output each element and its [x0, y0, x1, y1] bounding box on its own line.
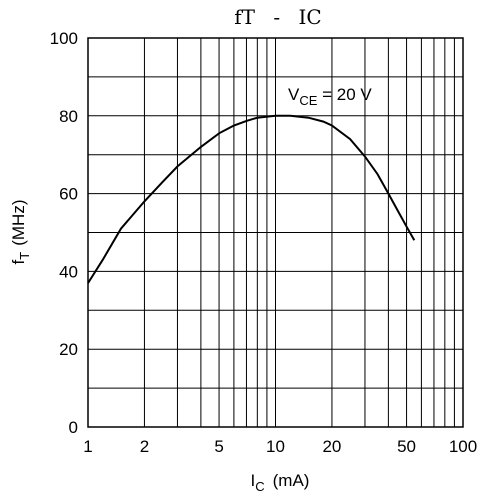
x-tick-label: 50 — [397, 437, 416, 456]
x-tick-label: 1 — [83, 437, 92, 456]
y-tick-label: 60 — [59, 185, 78, 204]
vce-annotation: VCE = 20 V — [288, 85, 372, 108]
title-sub: IC — [299, 5, 322, 29]
chart-title: fT - IC — [234, 5, 321, 29]
x-tick-label: 2 — [140, 437, 149, 456]
tick-labels: 1 2 5 10 20 50 100 0 20 40 60 80 100 — [50, 29, 478, 456]
y-tick-label: 100 — [50, 29, 78, 48]
title-dash: - — [273, 5, 280, 29]
y-tick-label: 0 — [69, 418, 78, 437]
y-tick-label: 40 — [59, 262, 78, 281]
title-main: fT — [234, 5, 255, 29]
plot-frame — [87, 37, 464, 428]
x-tick-label: 10 — [266, 437, 285, 456]
y-tick-label: 80 — [59, 107, 78, 126]
x-tick-label: 20 — [322, 437, 341, 456]
series-line — [87, 114, 416, 284]
x-tick-label: 100 — [449, 437, 477, 456]
x-tick-label: 5 — [214, 437, 223, 456]
x-axis-label: IC (mA) — [251, 471, 310, 494]
y-tick-label: 20 — [59, 340, 78, 359]
y-axis-label: fT(MHz) — [9, 200, 32, 265]
grid — [87, 37, 464, 428]
